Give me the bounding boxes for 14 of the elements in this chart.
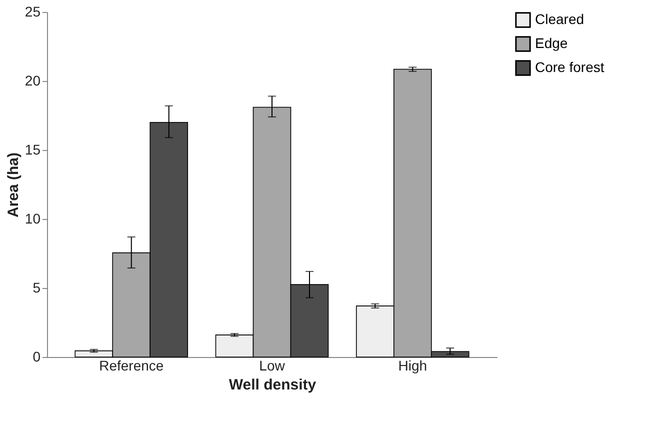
y-tick-label: 5: [32, 280, 41, 296]
x-tick-label: High: [398, 358, 428, 374]
legend-label: Core forest: [535, 59, 604, 75]
x-axis-title: Well density: [228, 376, 317, 394]
x-tick-label: Reference: [99, 358, 164, 374]
y-axis-title: Area (ha): [4, 152, 22, 218]
y-tick-label: 20: [24, 72, 41, 88]
legend-label: Edge: [535, 35, 568, 51]
y-tick-label: 10: [24, 210, 41, 226]
y-tick-label: 15: [24, 142, 41, 158]
y-tick-label: 0: [32, 348, 41, 364]
legend-label: Cleared: [535, 11, 584, 27]
y-tick-label: 25: [24, 4, 41, 20]
x-tick-label: Low: [259, 358, 286, 374]
